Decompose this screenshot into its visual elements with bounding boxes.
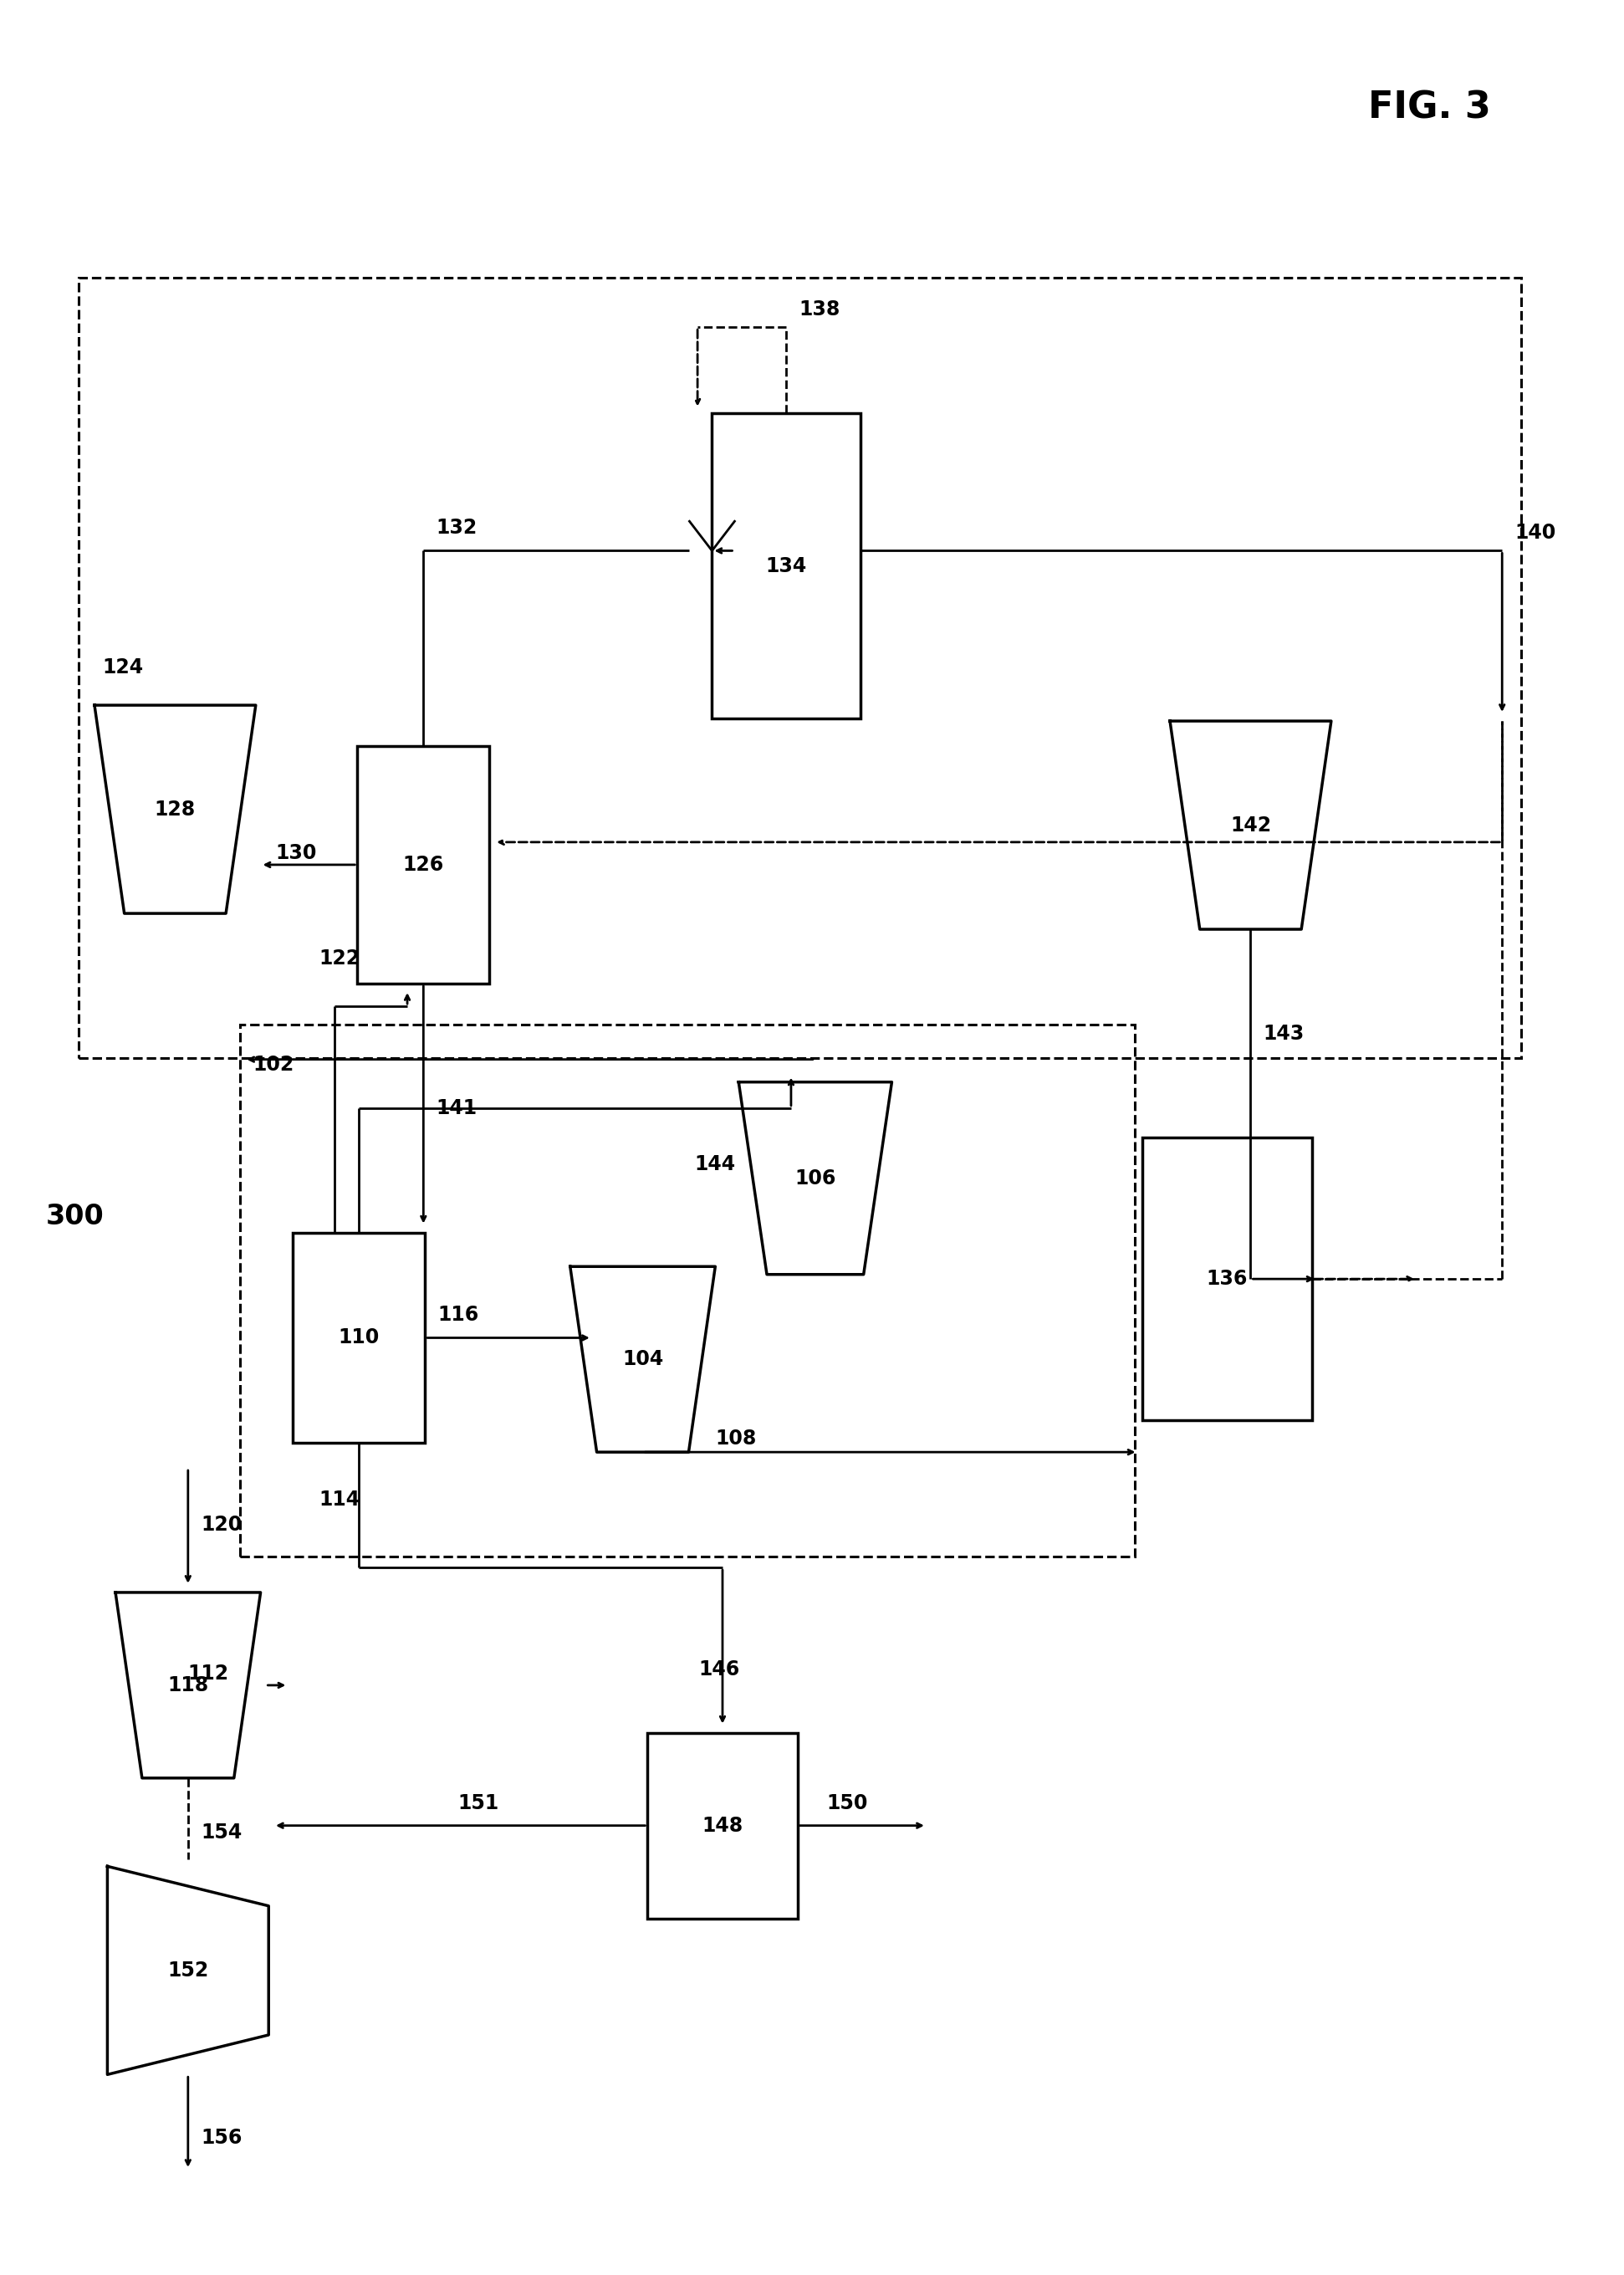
Text: 118: 118 (167, 1674, 208, 1695)
Bar (711, 414, 861, 719)
Text: 143: 143 (1263, 1024, 1304, 1044)
Text: 144: 144 (695, 1156, 736, 1174)
Text: 152: 152 (167, 1961, 208, 1982)
Text: 104: 104 (622, 1349, 663, 1370)
Text: 120: 120 (201, 1515, 242, 1536)
Text: 114: 114 (318, 1490, 359, 1511)
Text: 132: 132 (437, 519, 477, 539)
Text: 156: 156 (201, 2127, 242, 2148)
Text: 142: 142 (1229, 814, 1272, 835)
Text: 140: 140 (1515, 523, 1556, 544)
Text: 148: 148 (702, 1815, 744, 1836)
Bar (78, 278, 1522, 1058)
Bar (240, 1024, 1135, 1556)
Text: 146: 146 (698, 1658, 739, 1679)
Text: 141: 141 (437, 1099, 477, 1117)
Bar (357, 746, 489, 983)
Text: 300: 300 (45, 1203, 104, 1231)
Text: 130: 130 (274, 844, 317, 865)
Text: 122: 122 (318, 949, 359, 969)
Text: 138: 138 (799, 298, 840, 318)
Text: 154: 154 (201, 1822, 242, 1843)
Text: 134: 134 (765, 555, 807, 576)
Text: 110: 110 (338, 1329, 380, 1347)
Text: FIG. 3: FIG. 3 (1369, 89, 1491, 125)
Text: 128: 128 (154, 799, 197, 819)
Bar (292, 1233, 425, 1442)
Text: 108: 108 (715, 1429, 757, 1449)
Text: 151: 151 (458, 1793, 499, 1813)
Text: 116: 116 (438, 1306, 479, 1326)
Bar (1143, 1138, 1312, 1420)
Text: 102: 102 (252, 1056, 294, 1076)
Text: 106: 106 (794, 1167, 836, 1188)
Text: 136: 136 (1207, 1269, 1247, 1290)
Text: 124: 124 (102, 657, 143, 678)
Text: 126: 126 (403, 855, 443, 876)
Text: 112: 112 (188, 1663, 229, 1684)
Bar (648, 1734, 797, 1918)
Text: 150: 150 (827, 1793, 867, 1813)
